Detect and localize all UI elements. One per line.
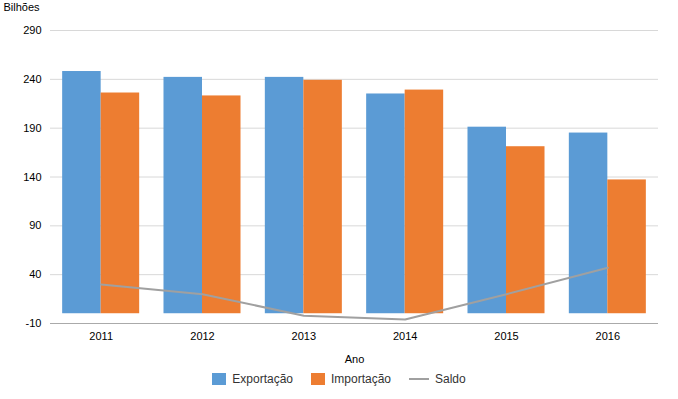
svg-text:2012: 2012 — [190, 330, 214, 342]
svg-text:2011: 2011 — [89, 330, 113, 342]
svg-text:40: 40 — [29, 268, 41, 280]
svg-text:2014: 2014 — [393, 330, 417, 342]
svg-text:2015: 2015 — [494, 330, 518, 342]
svg-text:190: 190 — [23, 122, 41, 134]
svg-text:240: 240 — [23, 73, 41, 85]
svg-text:Bilhões: Bilhões — [4, 1, 41, 13]
svg-text:90: 90 — [29, 219, 41, 231]
html-text:Importação: Importação — [331, 372, 391, 386]
svg-text:Ano: Ano — [345, 353, 365, 365]
svg-text:2016: 2016 — [596, 330, 620, 342]
html-text:Saldo: Saldo — [435, 372, 466, 386]
svg-text:290: 290 — [23, 24, 41, 36]
svg-text:140: 140 — [23, 171, 41, 183]
svg-text:-10: -10 — [26, 317, 42, 329]
html-text:Exportação: Exportação — [232, 372, 293, 386]
svg-text:2013: 2013 — [292, 330, 316, 342]
